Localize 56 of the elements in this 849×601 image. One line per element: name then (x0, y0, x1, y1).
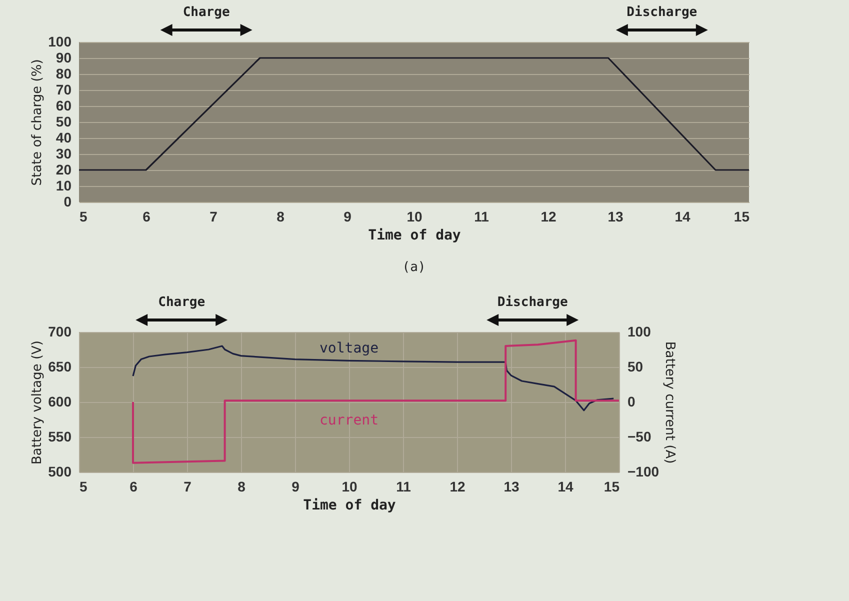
y-tick-label: 650 (48, 358, 72, 374)
text: Discharge (626, 5, 698, 20)
x-tick-label: 15 (734, 208, 750, 224)
y2-axis-title: Battery current (A) (662, 341, 678, 464)
line-series (132, 339, 620, 464)
x-tick-label: 8 (276, 208, 285, 224)
y-tick-label: 60 (56, 98, 72, 114)
x-tick-label: 12 (540, 208, 556, 224)
y-tick-label: 90 (56, 50, 72, 66)
text: (a) (402, 260, 426, 275)
x-tick-label: 6 (130, 478, 138, 494)
x-tick-label: 15 (604, 478, 620, 494)
y-tick-label: 40 (56, 130, 72, 146)
x-tick-label: 7 (184, 478, 192, 494)
y-tick-label: 700 (48, 324, 72, 340)
x-tick-label: 13 (608, 208, 624, 224)
x-tick-label: 8 (238, 478, 246, 494)
x-tick-label: 6 (142, 208, 151, 224)
x-tick-label: 9 (344, 208, 352, 224)
y-tick-label: 550 (48, 428, 72, 444)
y-tick-label: 10 (56, 178, 72, 194)
y-axis-title: State of charge (%) (30, 59, 46, 186)
x-tick-label: 14 (558, 478, 574, 494)
y-tick-label: 100 (48, 34, 72, 50)
y2-tick-label: −50 (628, 428, 652, 444)
y-tick-label: 0 (64, 194, 72, 210)
y2-tick-label: 0 (628, 394, 636, 410)
x-axis-title: Time of day (368, 228, 462, 244)
x-tick-label: 7 (210, 208, 218, 224)
y2-tick-label: −100 (628, 464, 660, 480)
x-tick-label: 13 (504, 478, 520, 494)
y-tick-label: 600 (48, 394, 72, 410)
y-tick-label: 20 (56, 162, 72, 178)
x-tick-label: 10 (406, 208, 422, 224)
y-tick-label: 50 (56, 114, 72, 130)
x-tick-label: 5 (80, 208, 88, 224)
y-tick-label: 80 (56, 66, 72, 82)
x-tick-label: 5 (80, 478, 88, 494)
y2-tick-label: 50 (628, 358, 644, 374)
x-axis-title: Time of day (303, 498, 396, 514)
series-label: current (319, 412, 379, 429)
x-tick-label: 11 (396, 478, 412, 494)
y-tick-label: 30 (56, 146, 72, 162)
y-tick-label: 500 (48, 464, 72, 480)
text: Discharge (497, 295, 568, 310)
y2-tick-label: 100 (628, 324, 652, 340)
x-tick-label: 9 (292, 478, 300, 494)
x-tick-label: 14 (674, 208, 690, 224)
text: Charge (182, 5, 230, 20)
x-tick-label: 12 (450, 478, 466, 494)
text: Charge (158, 295, 206, 310)
x-tick-label: 10 (342, 478, 358, 494)
series-label: voltage (319, 340, 379, 357)
y-tick-label: 70 (56, 82, 72, 98)
y-axis-title: Battery voltage (V) (30, 340, 46, 464)
x-tick-label: 11 (474, 208, 490, 224)
